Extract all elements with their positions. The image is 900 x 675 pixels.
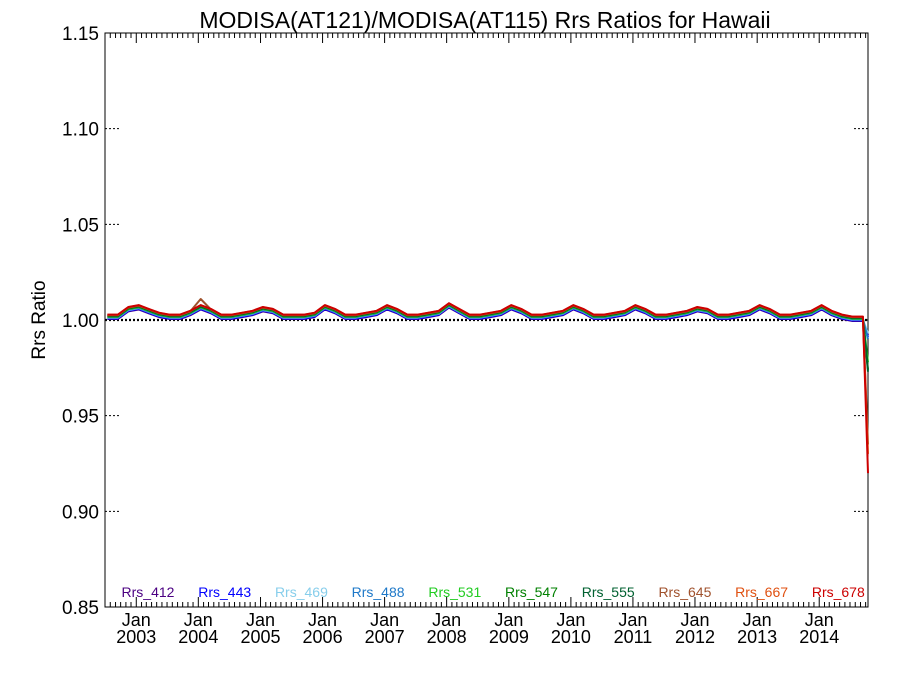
y-tick-label: 1.05 [62, 215, 99, 236]
chart-title: MODISA(AT121)/MODISA(AT115) Rrs Ratios f… [199, 7, 770, 33]
x-tick-month-label: Jan [556, 610, 585, 630]
legend-entry: Rrs_469 [275, 584, 328, 600]
x-tick-month-label: Jan [246, 610, 275, 630]
legend-entry: Rrs_412 [122, 584, 175, 600]
x-tick-year-label: 2009 [489, 627, 529, 647]
x-tick-month-label: Jan [432, 610, 461, 630]
x-tick-year-label: 2004 [178, 627, 218, 647]
x-tick-year-label: 2012 [675, 627, 715, 647]
x-tick-year-label: 2005 [241, 627, 281, 647]
x-tick-year-label: 2014 [799, 627, 839, 647]
x-tick-year-label: 2006 [303, 627, 343, 647]
legend-entry: Rrs_645 [658, 584, 711, 600]
y-tick-label: 1.15 [62, 24, 99, 45]
x-tick-year-label: 2007 [365, 627, 405, 647]
x-tick-month-label: Jan [805, 610, 834, 630]
x-tick-year-label: 2011 [614, 627, 653, 647]
x-tick-month-label: Jan [370, 610, 399, 630]
legend-entry: Rrs_531 [428, 584, 481, 600]
y-tick-label: 1.10 [62, 120, 99, 141]
x-tick-month-label: Jan [308, 610, 337, 630]
y-tick-label: 0.85 [62, 598, 99, 619]
legend-entry: Rrs_547 [505, 584, 558, 600]
x-tick-month-label: Jan [618, 610, 647, 630]
x-tick-year-label: 2013 [737, 627, 777, 647]
x-tick-month-label: Jan [494, 610, 523, 630]
x-tick-month-label: Jan [680, 610, 709, 630]
x-tick-month-label: Jan [122, 610, 151, 630]
plot-area: 0.850.900.951.001.051.101.15Jan2003Jan20… [62, 24, 869, 647]
x-tick-year-label: 2008 [427, 627, 467, 647]
legend-entry: Rrs_678 [812, 584, 865, 600]
series-line-rrs-678 [107, 302, 869, 474]
x-tick-year-label: 2010 [551, 627, 591, 647]
legend-entry: Rrs_555 [582, 584, 635, 600]
legend-entry: Rrs_488 [352, 584, 405, 600]
y-tick-label: 0.90 [62, 502, 99, 523]
x-tick-month-label: Jan [743, 610, 772, 630]
y-tick-label: 1.00 [62, 311, 99, 332]
y-axis-title: Rrs Ratio [29, 280, 50, 359]
x-tick-year-label: 2003 [116, 627, 156, 647]
x-tick-month-label: Jan [184, 610, 213, 630]
legend-entry: Rrs_443 [198, 584, 251, 600]
legend-entry: Rrs_667 [735, 584, 788, 600]
y-tick-label: 0.95 [62, 407, 99, 428]
series-line-rrs-667 [107, 302, 869, 454]
